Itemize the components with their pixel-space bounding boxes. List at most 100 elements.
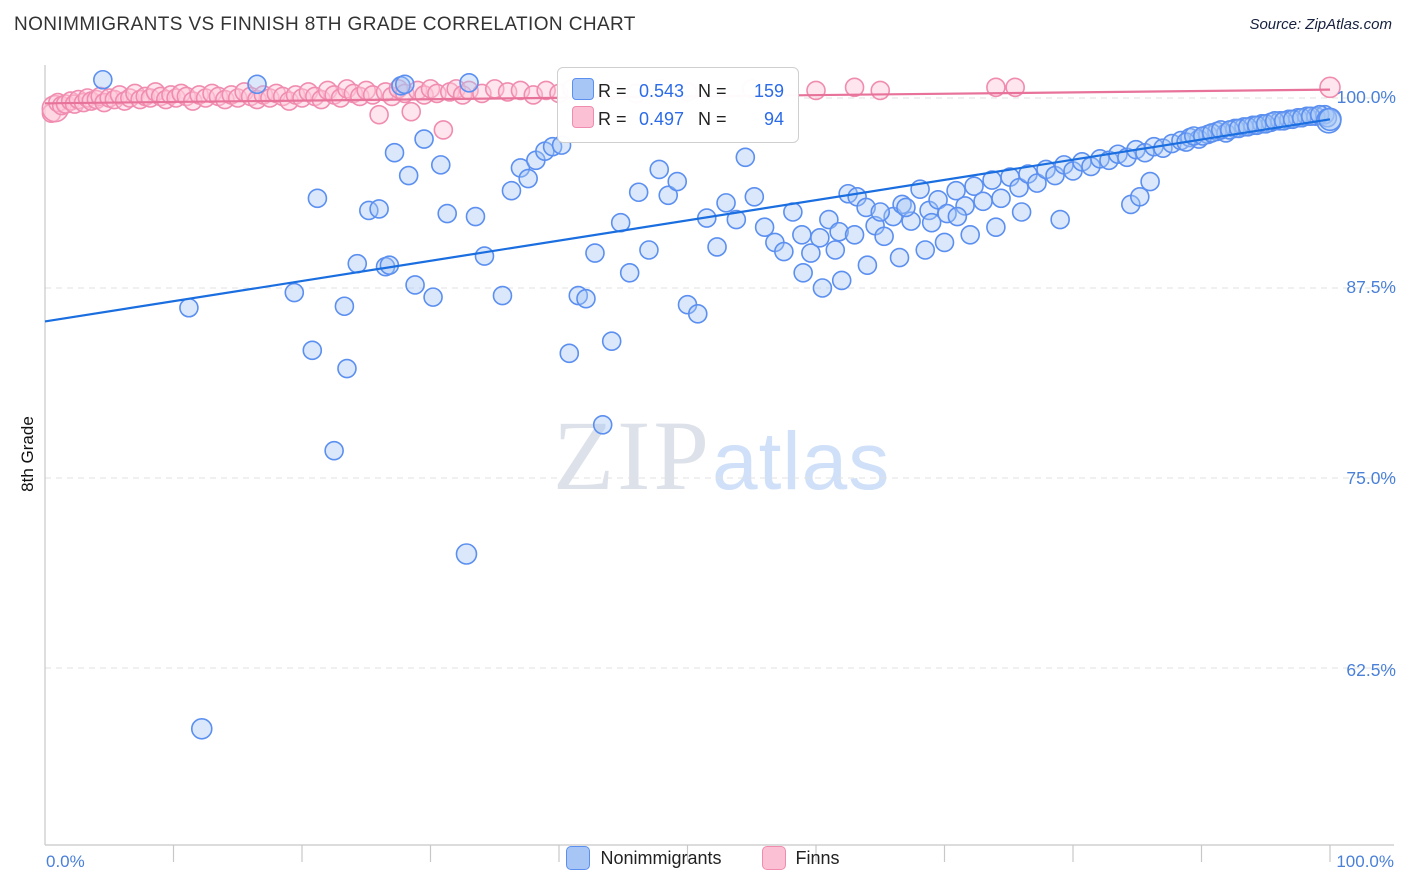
- scatter-point-nonimmigrants: [93, 69, 113, 90]
- scatter-point-finns: [401, 101, 422, 122]
- scatter-point-nonimmigrants: [628, 182, 649, 203]
- r-value-finns: 0.497: [638, 108, 684, 129]
- scatter-point-nonimmigrants: [1027, 173, 1047, 193]
- stats-row-nonimmigrants: R = 0.543 N = 159: [572, 77, 784, 105]
- nonimmigrants-legend-swatch: [566, 846, 591, 870]
- scatter-point-nonimmigrants: [947, 206, 968, 227]
- scatter-point-nonimmigrants: [793, 262, 813, 283]
- scatter-point-nonimmigrants: [474, 246, 495, 266]
- scatter-point-nonimmigrants: [190, 717, 213, 740]
- scatter-point-nonimmigrants: [337, 358, 357, 379]
- scatter-point-nonimmigrants: [687, 304, 708, 324]
- scatter-point-nonimmigrants: [986, 217, 1006, 237]
- scatter-point-nonimmigrants: [585, 243, 605, 263]
- scatter-point-nonimmigrants: [667, 171, 688, 192]
- stats-row-finns: R = 0.497 N = 94: [572, 105, 784, 133]
- scatter-point-finns: [1319, 76, 1341, 99]
- scatter-point-nonimmigrants: [394, 74, 415, 95]
- scatter-point-nonimmigrants: [284, 282, 305, 303]
- x-axis-max-label: 100.0%: [1336, 852, 1394, 871]
- y-tick-label-100: 100.0%: [1336, 87, 1396, 107]
- scatter-point-finns: [369, 104, 389, 125]
- scatter-point-nonimmigrants: [324, 440, 344, 461]
- scatter-point-nonimmigrants: [928, 190, 948, 210]
- finns-legend-swatch: [761, 846, 786, 870]
- scatter-point-nonimmigrants: [754, 217, 775, 237]
- scatter-point-finns: [870, 80, 891, 101]
- source-attribution: Source: ZipAtlas.com: [1249, 16, 1392, 33]
- scatter-point-nonimmigrants: [405, 275, 425, 295]
- scatter-point-finns: [986, 77, 1006, 98]
- y-tick-label-75: 75.0%: [1346, 468, 1396, 488]
- scatter-point-nonimmigrants: [946, 180, 966, 201]
- scatter-point-nonimmigrants: [459, 73, 479, 93]
- scatter-point-nonimmigrants: [302, 340, 323, 361]
- scatter-point-nonimmigrants: [735, 147, 756, 168]
- y-tick-label-87-5: 87.5%: [1346, 277, 1396, 297]
- scatter-point-nonimmigrants: [1009, 177, 1029, 198]
- scatter-point-nonimmigrants: [874, 226, 894, 247]
- x-axis-min-label: 0.0%: [46, 852, 85, 871]
- y-tick-label-62-5: 62.5%: [1346, 660, 1396, 680]
- scatter-point-nonimmigrants: [801, 243, 821, 263]
- scatter-point-nonimmigrants: [1140, 171, 1160, 192]
- n-label: N =: [698, 108, 727, 129]
- scatter-point-nonimmigrants: [559, 343, 580, 364]
- finns-swatch: [572, 105, 594, 128]
- scatter-point-nonimmigrants: [414, 129, 434, 149]
- n-value-finns: 94: [763, 108, 784, 129]
- scatter-point-nonimmigrants: [247, 74, 267, 95]
- scatter-point-nonimmigrants: [831, 270, 852, 291]
- scatter-point-nonimmigrants: [744, 187, 765, 207]
- scatter-point-finns: [433, 120, 454, 140]
- scatter-point-nonimmigrants: [774, 241, 794, 262]
- scatter-point-nonimmigrants: [921, 212, 942, 233]
- scatter-point-nonimmigrants: [492, 285, 513, 306]
- scatter-point-nonimmigrants: [960, 225, 981, 245]
- scatter-point-nonimmigrants: [430, 155, 451, 175]
- scatter-point-nonimmigrants: [398, 165, 419, 186]
- scatter-point-nonimmigrants: [934, 232, 955, 253]
- scatter-point-nonimmigrants: [1050, 209, 1070, 230]
- scatter-point-nonimmigrants: [501, 180, 522, 201]
- watermark: ZIP atlas: [553, 398, 890, 513]
- scatter-point-nonimmigrants: [369, 199, 389, 219]
- scatter-point-nonimmigrants: [334, 296, 355, 317]
- scatter-point-nonimmigrants: [658, 185, 679, 206]
- scatter-point-nonimmigrants: [792, 225, 812, 245]
- scatter-point-nonimmigrants: [810, 228, 830, 248]
- scatter-point-nonimmigrants: [1011, 202, 1032, 222]
- scatter-point-nonimmigrants: [1130, 187, 1150, 207]
- scatter-point-nonimmigrants: [870, 202, 891, 222]
- n-label: N =: [698, 80, 727, 101]
- scatter-point-nonimmigrants: [857, 255, 878, 276]
- scatter-point-nonimmigrants: [423, 287, 443, 307]
- scatter-point-nonimmigrants: [1153, 138, 1173, 158]
- scatter-point-nonimmigrants: [991, 188, 1011, 209]
- scatter-point-nonimmigrants: [437, 203, 458, 224]
- trend-line-nonimmigrants: [44, 118, 1331, 323]
- legend-finns: Finns: [761, 846, 840, 870]
- scatter-point-nonimmigrants: [384, 142, 405, 163]
- scatter-point-nonimmigrants: [347, 253, 368, 274]
- scatter-point-nonimmigrants: [518, 168, 538, 189]
- page-title: NONIMMIGRANTS VS FINNISH 8TH GRADE CORRE…: [14, 14, 636, 35]
- nonimmigrants-legend-label: Nonimmigrants: [600, 847, 722, 868]
- scatter-point-nonimmigrants: [455, 543, 478, 565]
- scatter-point-nonimmigrants: [179, 297, 199, 318]
- scatter-point-nonimmigrants: [964, 176, 984, 196]
- scatter-point-nonimmigrants: [592, 414, 613, 435]
- scatter-point-nonimmigrants: [639, 240, 659, 260]
- scatter-point-nonimmigrants: [465, 206, 486, 227]
- scatter-point-nonimmigrants: [726, 209, 747, 230]
- r-label: R =: [598, 108, 627, 129]
- series-legend: Nonimmigrants Finns: [0, 846, 1406, 870]
- scatter-point-nonimmigrants: [619, 262, 640, 283]
- legend-nonimmigrants: Nonimmigrants: [566, 846, 722, 870]
- scatter-point-nonimmigrants: [576, 288, 596, 309]
- correlation-stats-legend: R = 0.543 N = 159 R = 0.497 N = 94: [557, 67, 799, 143]
- scatter-point-nonimmigrants: [915, 240, 936, 260]
- scatter-point-nonimmigrants: [812, 278, 833, 298]
- watermark-atlas: atlas: [712, 416, 891, 507]
